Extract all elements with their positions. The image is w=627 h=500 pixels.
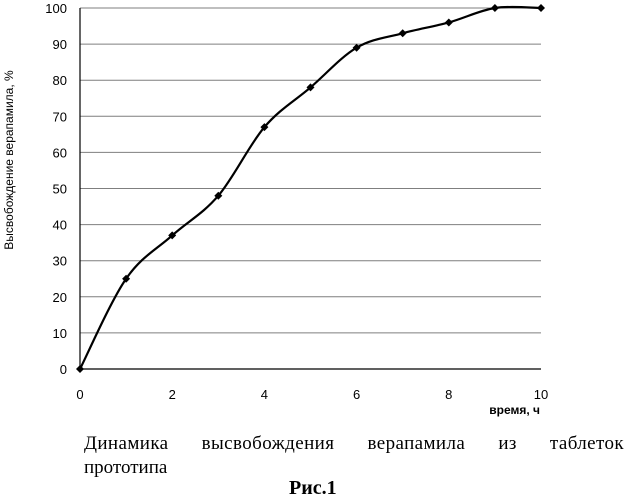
axes [79, 8, 541, 370]
y-axis-label: Высвобождение верапамила, % [2, 70, 16, 250]
y-tick-label: 40 [53, 218, 67, 233]
x-tick-label: 2 [169, 387, 176, 402]
x-tick-label: 0 [76, 387, 83, 402]
x-tick-label: 8 [445, 387, 452, 402]
chart: 0 10 20 30 40 50 60 70 80 90 100 0 2 4 6 8 10 Высвобожд… [2, 1, 548, 417]
figure-label: Рис.1 [289, 477, 337, 499]
data-point [398, 29, 407, 38]
y-tick-label: 10 [53, 326, 67, 341]
series-line [79, 5, 542, 370]
data-point [122, 274, 131, 283]
x-tick-labels: 0 2 4 6 8 10 [76, 387, 548, 402]
figure-caption: Динамика высвобождения верапамила из таб… [84, 433, 624, 454]
y-tick-label: 50 [53, 182, 67, 197]
y-tick-label: 100 [45, 1, 67, 16]
y-tick-labels: 0 10 20 30 40 50 60 70 80 90 100 [45, 1, 67, 377]
y-tick-label: 80 [53, 73, 67, 88]
figure-caption-continued: прототипа [84, 457, 168, 478]
y-tick-label: 90 [53, 37, 67, 52]
series [76, 4, 545, 373]
data-point [490, 4, 499, 12]
data-point [214, 191, 223, 200]
y-tick-label: 30 [53, 254, 67, 269]
y-tick-label: 0 [60, 362, 67, 377]
x-tick-label: 10 [534, 387, 548, 402]
y-tick-label: 60 [53, 145, 67, 160]
data-point [352, 43, 361, 52]
x-tick-label: 6 [353, 387, 360, 402]
x-axis-label: время, ч [489, 403, 540, 417]
data-point [168, 231, 177, 240]
data-point [306, 83, 315, 92]
data-point [444, 18, 453, 27]
grid [80, 7, 541, 334]
data-point [537, 4, 545, 12]
data-point [260, 123, 269, 132]
data-point [76, 365, 84, 373]
y-tick-label: 20 [53, 290, 67, 305]
x-tick-label: 4 [261, 387, 268, 402]
y-tick-label: 70 [53, 109, 67, 124]
